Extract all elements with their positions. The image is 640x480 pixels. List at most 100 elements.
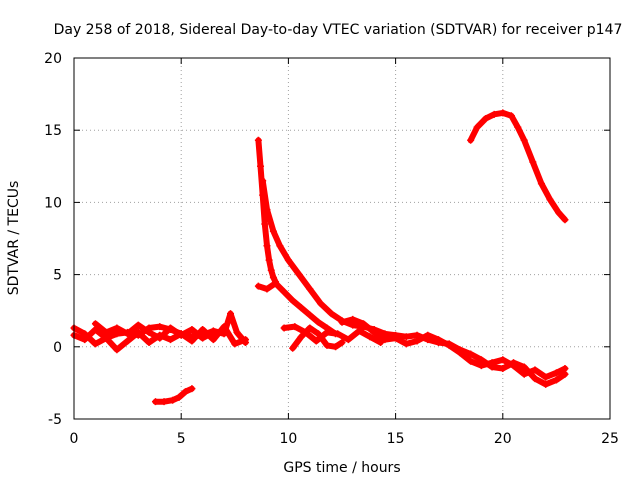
data-point-marker: [520, 363, 528, 371]
series-track: [339, 316, 568, 381]
data-point-marker: [291, 323, 299, 331]
data-point-marker: [263, 285, 271, 293]
data-point-marker: [145, 328, 153, 336]
data-point-marker: [314, 318, 322, 326]
data-point-marker: [265, 256, 273, 264]
data-point-marker: [456, 349, 464, 357]
series-track: [281, 323, 384, 346]
x-tick-label: 10: [279, 431, 297, 447]
data-point-marker: [113, 346, 121, 354]
data-point-marker: [499, 364, 507, 372]
y-tick-label: 5: [53, 268, 62, 284]
series-arc-5: [254, 136, 280, 286]
data-point-marker: [169, 396, 177, 404]
data-point-marker: [199, 334, 207, 342]
data-point-marker: [555, 209, 563, 217]
data-point-marker: [91, 340, 99, 348]
data-point-marker: [561, 364, 569, 372]
data-point-marker: [177, 331, 185, 339]
data-point-marker: [542, 380, 550, 388]
data-point-marker: [297, 333, 305, 341]
data-point-marker: [91, 320, 99, 328]
data-point-marker: [284, 256, 292, 264]
x-tick-labels: 0 5 10 15 20 25: [70, 431, 619, 447]
data-point-marker: [314, 330, 322, 338]
data-point-marker: [181, 388, 189, 396]
data-point-marker: [488, 359, 496, 367]
data-point-marker: [280, 288, 288, 296]
data-point-marker: [434, 336, 442, 344]
data-point-marker: [306, 285, 314, 293]
series-arc-10: [338, 315, 569, 381]
data-point-marker: [317, 299, 325, 307]
data-point-marker: [124, 337, 132, 345]
data-point-marker: [482, 115, 490, 123]
y-tick-label: 10: [44, 195, 62, 211]
series-arc-9: [289, 324, 346, 352]
data-point-marker: [188, 337, 196, 345]
data-point-marker: [402, 340, 410, 348]
x-tick-label: 20: [494, 431, 512, 447]
data-point-marker: [546, 196, 554, 204]
data-point-marker: [327, 310, 335, 318]
data-point-marker: [166, 324, 174, 332]
y-tick-label: 15: [44, 123, 62, 139]
data-point-marker: [297, 304, 305, 312]
data-point-marker: [392, 334, 400, 342]
data-point-marker: [467, 350, 475, 358]
data-point-marker: [209, 336, 217, 344]
series-arc-4: [151, 385, 196, 406]
data-point-marker: [259, 177, 267, 185]
x-tick-label: 25: [601, 431, 619, 447]
data-point-marker: [402, 333, 410, 341]
data-point-marker: [542, 373, 550, 381]
data-point-marker: [537, 180, 545, 188]
data-point-marker: [263, 242, 271, 250]
data-point-marker: [263, 206, 271, 214]
data-point-marker: [490, 110, 498, 118]
series-layer: [70, 109, 569, 406]
data-point-marker: [175, 393, 183, 401]
series-track: [255, 280, 339, 337]
data-point-marker: [254, 282, 262, 290]
data-point-marker: [113, 324, 121, 332]
data-point-marker: [370, 328, 378, 336]
data-point-marker: [233, 328, 241, 336]
y-tick-labels: -5 0 5 10 15 20: [44, 51, 62, 428]
y-tick-label: 0: [53, 340, 62, 356]
data-point-marker: [156, 334, 164, 342]
data-point-marker: [334, 330, 342, 338]
data-point-marker: [520, 136, 528, 144]
data-point-marker: [220, 323, 228, 331]
data-point-marker: [323, 341, 331, 349]
data-point-marker: [499, 356, 507, 364]
data-point-marker: [124, 330, 132, 338]
data-point-marker: [473, 123, 481, 131]
data-point-marker: [552, 376, 560, 384]
data-point-marker: [134, 328, 142, 336]
x-tick-label: 0: [70, 431, 79, 447]
x-tick-label: 15: [387, 431, 405, 447]
data-point-marker: [531, 375, 539, 383]
data-point-marker: [134, 321, 142, 329]
series-arc-11: [467, 109, 569, 224]
data-point-marker: [166, 336, 174, 344]
data-point-marker: [261, 220, 269, 228]
chart-title: Day 258 of 2018, Sidereal Day-to-day VTE…: [54, 22, 623, 38]
data-point-marker: [467, 136, 475, 144]
data-point-marker: [267, 266, 275, 274]
data-point-marker: [445, 341, 453, 349]
data-point-marker: [520, 370, 528, 378]
data-point-marker: [156, 323, 164, 331]
data-point-marker: [295, 271, 303, 279]
data-point-marker: [289, 344, 297, 352]
data-point-marker: [424, 331, 432, 339]
data-point-marker: [306, 324, 314, 332]
data-point-marker: [280, 324, 288, 332]
data-point-marker: [227, 310, 235, 318]
x-tick-label: 5: [177, 431, 186, 447]
data-point-marker: [344, 336, 352, 344]
data-point-marker: [507, 112, 515, 120]
